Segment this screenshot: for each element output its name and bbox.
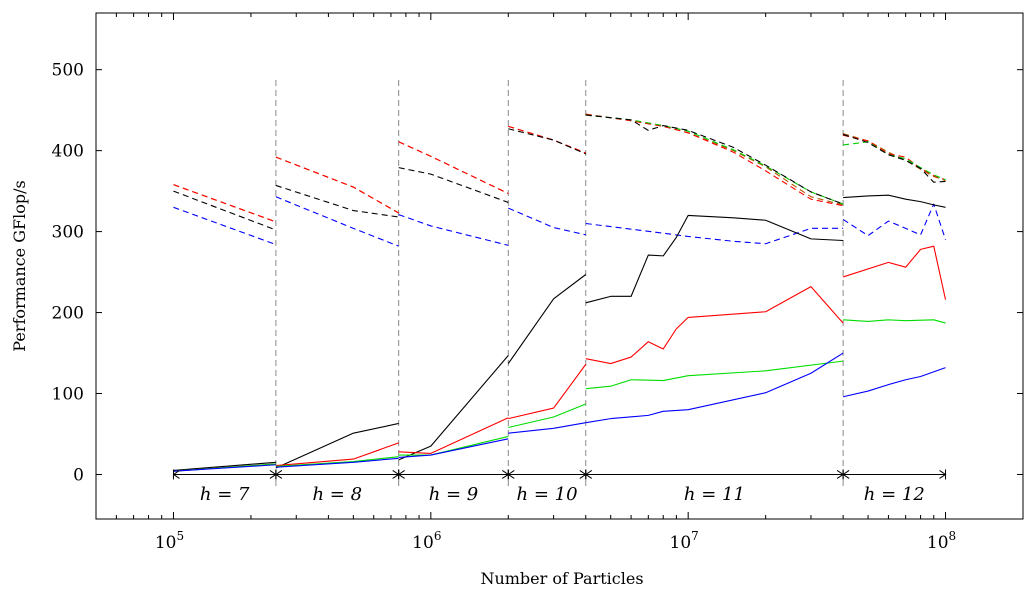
region-label: h = 7 <box>200 484 250 505</box>
y-tick-label: 300 <box>52 223 84 243</box>
series-line-4 <box>842 133 946 183</box>
series-line-2 <box>508 125 586 154</box>
series-line-5 <box>275 196 399 247</box>
series-line-6 <box>398 355 509 461</box>
region-label: h = 12 <box>864 484 925 505</box>
y-tick-label: 100 <box>52 385 84 405</box>
series-line-4 <box>508 128 586 155</box>
y-tick-label: 400 <box>52 142 84 162</box>
series-layer <box>173 113 947 472</box>
series-line-9 <box>275 457 399 468</box>
y-tick-label: 0 <box>73 465 84 485</box>
series-line-5 <box>173 206 277 246</box>
series-line-6 <box>173 461 276 471</box>
series-line-6 <box>275 422 399 469</box>
y-axis-title: Performance GFlop/s <box>10 180 29 351</box>
region-annotations: h = 7 h = 8 h = 9 h = 10 h = 11 h = 12 <box>172 469 947 505</box>
series-line-9 <box>842 367 946 398</box>
region-label: h = 9 <box>429 484 479 505</box>
series-line-8 <box>585 360 844 390</box>
series-line-2 <box>398 141 509 195</box>
series-line-5 <box>585 222 844 245</box>
series-line-5 <box>398 214 509 246</box>
x-axis-title: Number of Particles <box>480 569 643 588</box>
series-line-6 <box>507 274 587 364</box>
series-line-8 <box>843 319 946 324</box>
series-line-4 <box>173 190 277 231</box>
series-line-3 <box>843 141 946 181</box>
series-line-9 <box>508 422 586 434</box>
series-line-7 <box>585 286 844 365</box>
x-tick-label: 105 <box>155 529 184 553</box>
x-tick-label: 107 <box>670 529 699 553</box>
series-line-2 <box>275 156 399 214</box>
series-line-9 <box>173 464 276 472</box>
axis-ticks: 0 100 200 300 400 500 105 106 107 108 <box>52 13 1024 553</box>
plot-frame <box>95 12 1024 520</box>
series-line-3 <box>585 114 844 205</box>
series-line-8 <box>508 403 586 429</box>
region-label: h = 11 <box>684 484 745 505</box>
series-line-1 <box>585 113 844 206</box>
region-label: h = 10 <box>517 484 578 505</box>
series-line-7 <box>842 245 947 300</box>
series-line-8 <box>275 456 399 467</box>
x-tick-label: 106 <box>412 529 441 553</box>
series-line-2 <box>173 184 277 223</box>
series-line-9 <box>585 352 844 424</box>
series-line-7 <box>275 442 399 467</box>
series-line-4 <box>398 167 509 203</box>
series-line-4 <box>585 114 844 205</box>
series-line-6 <box>843 194 946 208</box>
series-line-2 <box>842 134 946 181</box>
series-line-2 <box>585 113 844 207</box>
series-line-7 <box>398 417 509 454</box>
series-line-5 <box>842 203 947 240</box>
series-line-9 <box>398 438 509 459</box>
y-tick-label: 200 <box>52 304 84 324</box>
series-line-7 <box>508 364 587 420</box>
region-label: h = 8 <box>312 484 362 505</box>
y-tick-label: 500 <box>52 61 84 81</box>
series-line-5 <box>508 207 586 236</box>
region-boundaries <box>275 80 844 487</box>
series-line-4 <box>275 184 399 218</box>
series-line-6 <box>585 214 844 304</box>
x-tick-label: 108 <box>927 529 956 553</box>
